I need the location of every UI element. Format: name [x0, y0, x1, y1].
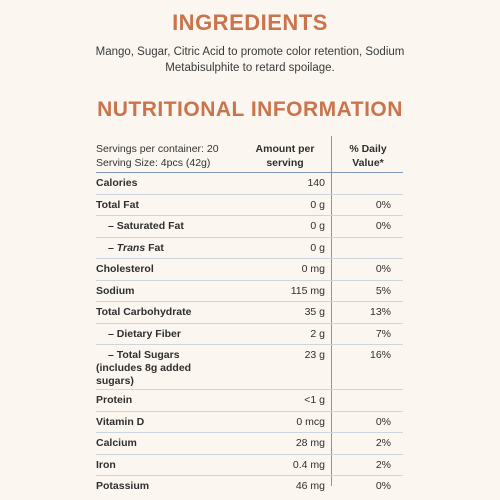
nutrient-name: Protein — [96, 394, 133, 406]
nutrient-amount: 35 g — [304, 306, 325, 318]
nutrient-name: Calcium — [96, 437, 137, 449]
nutrition-table: Servings per container: 20 Serving Size:… — [96, 136, 403, 497]
nutrient-dv: 0% — [375, 220, 391, 232]
nutrient-amount: 0 mg — [301, 263, 325, 275]
nutrient-amount: <1 g — [304, 394, 325, 406]
table-header: Servings per container: 20 Serving Size:… — [96, 136, 403, 173]
nutrient-amount: 28 mg — [295, 437, 325, 449]
nutrient-amount: 23 g — [304, 349, 325, 361]
nutrient-dv: 16% — [369, 349, 391, 361]
table-row: Iron 0.4 mg 2% — [96, 455, 403, 476]
nutrient-amount: 0 g — [310, 198, 325, 211]
nutrient-name: – Total Sugars (includes 8g added sugars… — [96, 349, 192, 387]
nutrient-amount: 115 mg — [290, 284, 325, 297]
nutrient-amount: 0 g — [310, 220, 325, 232]
table-row: Protein <1 g — [96, 390, 403, 412]
nutrient-dv: 13% — [369, 306, 391, 318]
table-row: Total Carbohydrate 35 g 13% — [96, 302, 403, 324]
table-row: Total Fat 0 g 0% — [96, 195, 403, 216]
nutrient-name: Potassium — [96, 480, 150, 492]
nutrient-name: Sodium — [96, 284, 135, 297]
nutrient-name: Iron — [96, 458, 116, 471]
table-row: – Trans Fat 0 g — [96, 238, 403, 259]
nutrient-dv: 2% — [375, 458, 391, 471]
table-row: Calories 140 — [96, 173, 403, 195]
column-divider — [331, 136, 332, 486]
nutrient-dv: 0% — [375, 415, 391, 428]
nutrient-name: Calories — [96, 177, 138, 189]
ingredients-title: INGREDIENTS — [172, 10, 328, 35]
table-row: – Saturated Fat 0 g 0% — [96, 216, 403, 238]
table-row: Sodium 115 mg 5% — [96, 281, 403, 302]
nutrient-dv: 0% — [375, 198, 391, 211]
nutrient-name: Total Carbohydrate — [96, 306, 192, 318]
amount-header: Amount per serving — [255, 143, 315, 169]
nutrient-name: Cholesterol — [96, 263, 154, 275]
nutrient-dv: 2% — [375, 437, 391, 449]
table-row: Vitamin D 0 mcg 0% — [96, 412, 403, 433]
nutrient-amount: 2 g — [310, 327, 325, 340]
table-row: Calcium 28 mg 2% — [96, 433, 403, 455]
table-row: Cholesterol 0 mg 0% — [96, 259, 403, 281]
table-row: – Total Sugars (includes 8g added sugars… — [96, 345, 403, 390]
daily-value-header: % Daily Value* — [349, 143, 387, 169]
nutrient-dv: 0% — [375, 480, 391, 492]
nutrient-amount: 46 mg — [295, 480, 325, 492]
table-row: – Dietary Fiber 2 g 7% — [96, 324, 403, 345]
nutrient-dv: 0% — [375, 263, 391, 275]
serving-size: Serving Size: 4pcs (42g) — [96, 157, 211, 169]
nutrient-amount: 0 g — [310, 241, 325, 254]
nutrient-name: – Saturated Fat — [108, 220, 184, 232]
nutrient-dv: 5% — [375, 284, 391, 297]
servings-info: Servings per container: 20 Serving Size:… — [96, 142, 219, 170]
servings-per-container: Servings per container: 20 — [96, 143, 219, 155]
nutrient-name: – Trans Fat — [108, 241, 164, 254]
nutrient-name: Vitamin D — [96, 415, 145, 428]
table-row: Potassium 46 mg 0% — [96, 476, 403, 497]
nutrient-dv: 7% — [375, 327, 391, 340]
nutrition-title: NUTRITIONAL INFORMATION — [97, 98, 403, 121]
ingredients-text: Mango, Sugar, Citric Acid to promote col… — [95, 46, 405, 74]
nutrient-amount: 0.4 mg — [292, 458, 325, 471]
nutrient-amount: 0 mcg — [296, 415, 325, 428]
nutrient-name: – Dietary Fiber — [108, 327, 181, 340]
nutrient-name: Total Fat — [96, 198, 139, 211]
nutrient-amount: 140 — [307, 177, 325, 189]
